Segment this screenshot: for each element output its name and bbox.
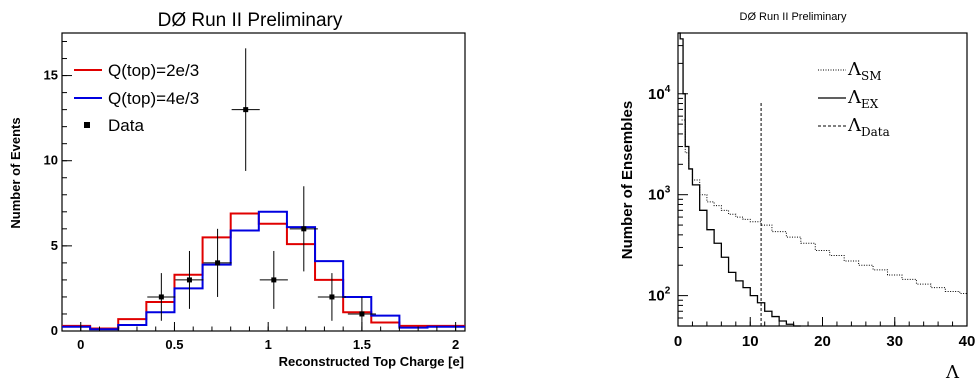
marker — [186, 277, 192, 283]
x-tick-label: 1 — [265, 337, 272, 352]
x-tick-label: 2 — [452, 337, 459, 352]
data-point — [175, 250, 204, 309]
plot-frame — [61, 32, 466, 332]
x-tick-label: 0 — [674, 333, 682, 350]
data-point — [289, 186, 318, 272]
marker — [271, 277, 277, 283]
axis-ticks: 0 10 20 30 40 102 103 104 — [648, 32, 976, 350]
legend-label-4e3: Q(top)=4e/3 — [108, 89, 199, 108]
data-point — [231, 48, 260, 171]
data-point — [147, 273, 176, 321]
legend-label-ex: ΛEX — [847, 87, 879, 111]
y-tick-label: 5 — [51, 238, 58, 253]
curve-lambda-sm — [681, 119, 968, 298]
histogram-series-2 — [62, 210, 465, 331]
x-tick-label: 40 — [959, 333, 976, 350]
chart-title: DØ Run II Preliminary — [740, 11, 847, 23]
data-points — [147, 48, 376, 331]
marker — [158, 294, 164, 300]
data-point — [259, 250, 288, 309]
y-tick-label: 10 — [44, 153, 58, 168]
marker — [301, 226, 307, 232]
axis-ticks: 0 0.5 1 1.5 2 0 5 10 15 — [44, 41, 459, 352]
histograms — [62, 210, 465, 331]
y-tick-label: 104 — [648, 84, 671, 103]
x-tick-label: 20 — [814, 333, 831, 350]
legend-swatch-data — [84, 122, 90, 128]
curve-lambda-ex — [678, 32, 801, 327]
y-tick-label: 0 — [51, 323, 58, 338]
data-point — [317, 273, 346, 321]
marker — [243, 107, 249, 113]
y-tick-label: 103 — [648, 185, 671, 204]
histogram-series-1 — [62, 212, 465, 330]
legend: ΛSM ΛEX ΛData — [818, 59, 890, 139]
x-axis-label: Λ — [945, 362, 960, 380]
y-tick-label: 102 — [648, 286, 671, 305]
curves — [678, 32, 968, 327]
ensembles-chart: DØ Run II Preliminary 0 10 20 30 40 102 103 104… — [619, 11, 975, 380]
x-axis-label: Reconstructed Top Charge [e] — [279, 354, 464, 369]
marker — [359, 311, 365, 317]
legend-label-sm: ΛSM — [847, 59, 882, 83]
x-tick-label: 10 — [742, 333, 759, 350]
plot-frame — [677, 32, 968, 327]
legend-label-data: ΛData — [847, 115, 890, 139]
x-tick-label: 1.5 — [353, 337, 371, 352]
legend: Q(top)=2e/3 Q(top)=4e/3 Data — [74, 61, 199, 135]
charge-chart: DØ Run II Preliminary 0 0.5 1 1.5 2 0 5 10 15 Re… — [8, 10, 466, 369]
x-tick-label: 30 — [886, 333, 903, 350]
y-tick-label: 15 — [44, 68, 58, 83]
y-axis-label: Number of Ensembles — [619, 101, 636, 259]
x-tick-label: 0.5 — [165, 337, 183, 352]
data-point — [203, 228, 232, 297]
x-tick-label: 0 — [77, 337, 84, 352]
legend-label-data: Data — [108, 116, 144, 135]
y-axis-label: Number of Events — [8, 117, 23, 228]
marker — [329, 294, 335, 300]
chart-title: DØ Run II Preliminary — [158, 10, 343, 31]
marker — [215, 260, 221, 266]
legend-label-2e3: Q(top)=2e/3 — [108, 61, 199, 80]
